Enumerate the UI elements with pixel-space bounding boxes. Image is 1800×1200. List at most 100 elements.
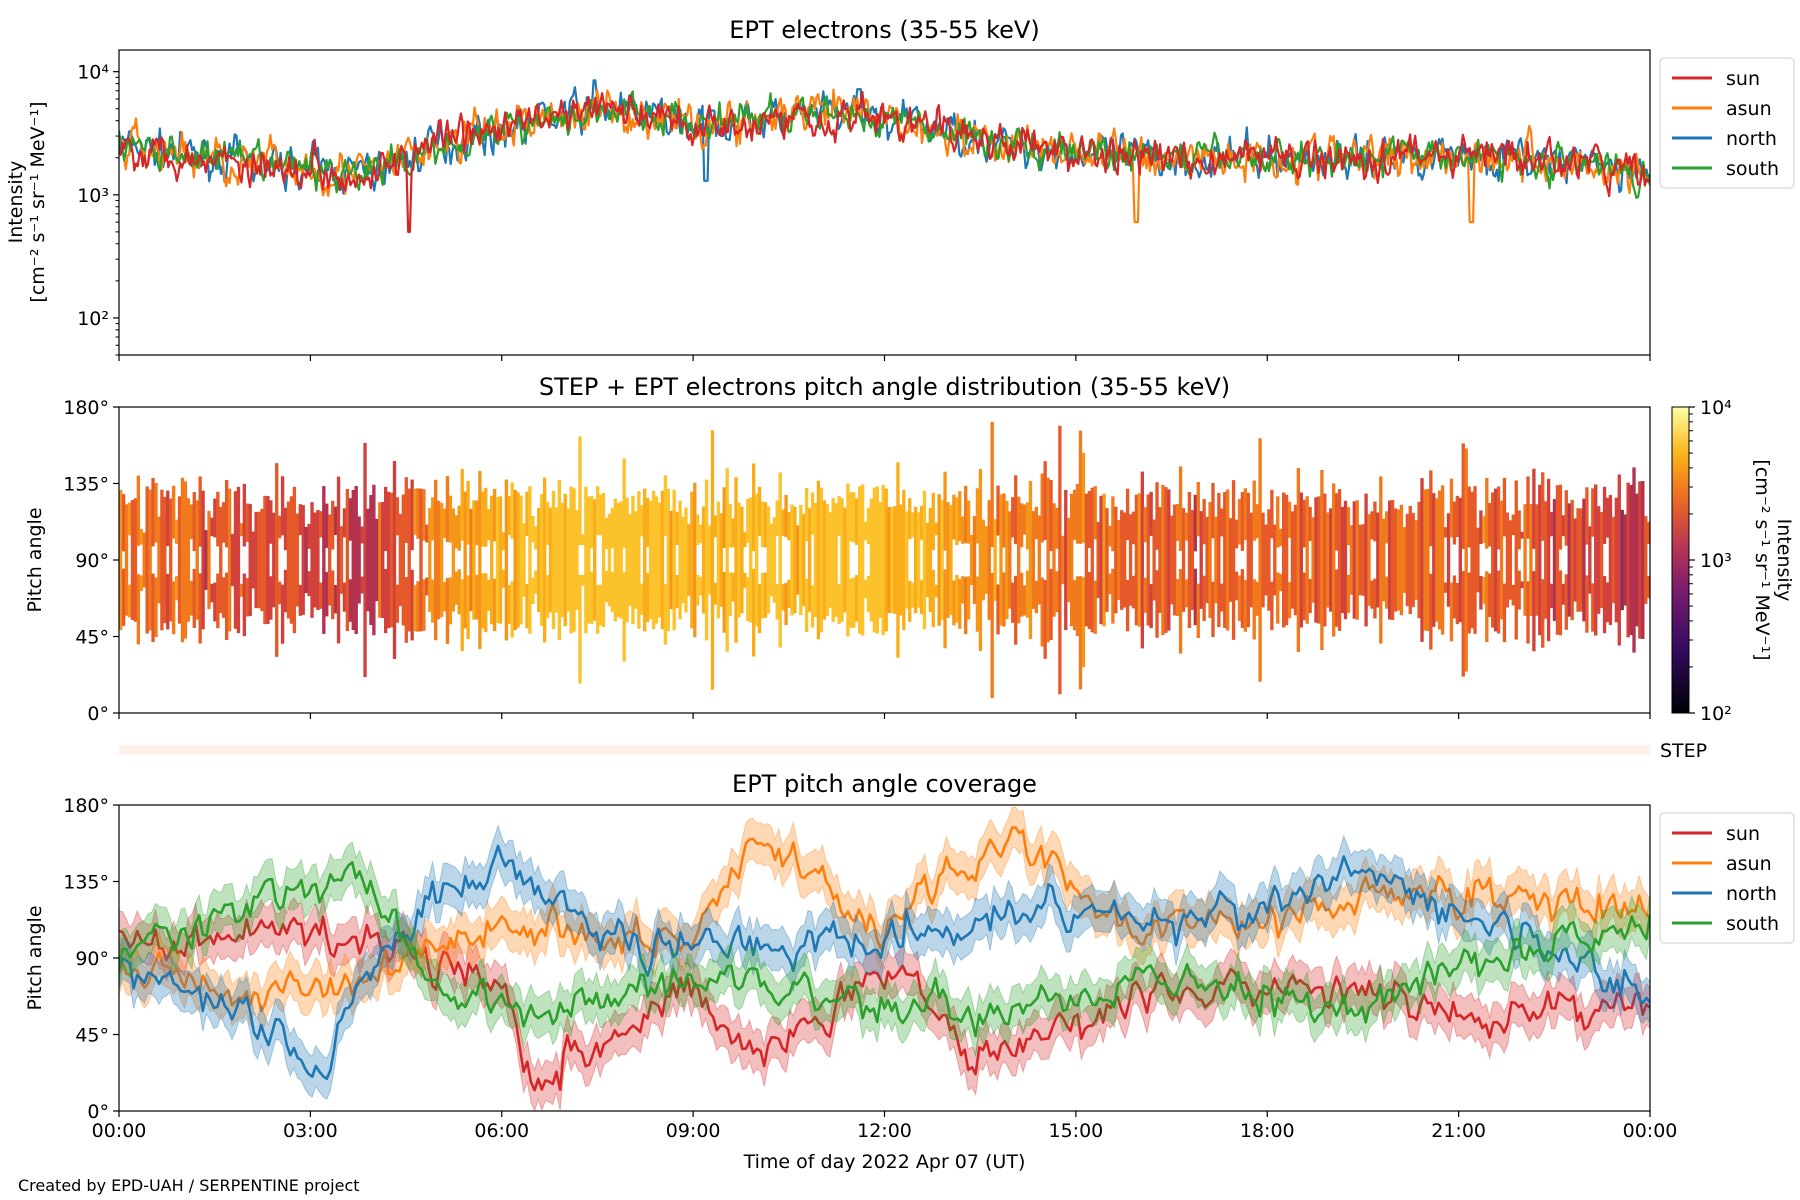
pad-cell: [1482, 577, 1486, 604]
pad-cell: [1052, 503, 1056, 617]
pad-cell: [1011, 497, 1015, 538]
pad-cell: [1234, 519, 1239, 549]
pad-cell: [1143, 507, 1147, 543]
pad-cell: [1393, 508, 1398, 612]
pad-cell: [119, 489, 123, 631]
pad-cell: [963, 576, 968, 635]
pad-cell: [910, 582, 915, 608]
pad-cell: [1043, 461, 1047, 540]
pad-cell: [1237, 575, 1242, 621]
coverage-ytick-label: 45°: [75, 1025, 109, 1047]
pad-cell: [227, 488, 232, 632]
pad-cell: [1290, 511, 1295, 609]
pad-cell: [136, 574, 141, 645]
pad-cell: [1517, 510, 1521, 550]
pad-cell: [834, 503, 838, 617]
pad-cell: [937, 494, 941, 626]
pad-cell: [410, 479, 414, 551]
pad-cell: [1158, 507, 1162, 613]
pad-cell: [843, 507, 847, 613]
pad-cell: [136, 475, 141, 546]
pad-cell: [1449, 582, 1454, 642]
pad-cell: [369, 495, 373, 625]
pad-cell: [610, 507, 615, 549]
pad-cell: [813, 503, 818, 617]
coverage-series-group: [119, 806, 1650, 1111]
pad-cell: [949, 505, 953, 615]
pad-cell: [790, 504, 794, 616]
pad-cell: [1270, 581, 1274, 631]
pad-cell: [1464, 448, 1468, 672]
pad-cell: [442, 508, 447, 539]
pad-cell: [192, 492, 196, 552]
pad-cell: [389, 492, 394, 628]
pad-cell: [557, 480, 562, 640]
pad-cell: [189, 504, 194, 539]
pad-cell: [210, 517, 214, 537]
pad-cell: [613, 498, 617, 622]
legend-label-north: north: [1726, 128, 1777, 150]
pad-cell: [416, 581, 420, 632]
pad-cell: [457, 569, 461, 615]
pad-cell: [484, 487, 488, 547]
legend-label-south: south: [1726, 158, 1779, 180]
pad-cell: [1184, 512, 1189, 541]
coverage-band-sun: [119, 896, 1650, 1111]
pad-cell: [127, 502, 132, 536]
pad-cell: [1199, 511, 1203, 609]
pad-cell: [878, 502, 882, 618]
pad-cell: [245, 503, 249, 542]
pad-cell: [1541, 472, 1545, 541]
pad-cell: [1373, 578, 1377, 619]
pad-cell: [1137, 493, 1142, 627]
pad-cell: [943, 471, 947, 551]
pad-cell: [1014, 475, 1018, 545]
pad-cell: [1467, 486, 1471, 548]
pad-cell: [325, 503, 329, 549]
pad-cell: [1087, 571, 1091, 630]
pad-cell: [1049, 568, 1053, 640]
pad-cell: [230, 533, 235, 587]
pad-cell: [198, 573, 202, 644]
pad-cell: [263, 495, 267, 625]
pad-cell: [560, 502, 564, 618]
pad-cell: [1485, 571, 1489, 643]
pad-cell: [648, 501, 653, 619]
pad-cell: [775, 583, 779, 620]
pad-cell: [684, 507, 688, 613]
pad-cell: [1385, 511, 1389, 544]
pad-cell: [1308, 506, 1312, 542]
pad-cell: [139, 575, 143, 592]
pad-cell: [1102, 493, 1106, 627]
pad-cell: [1220, 583, 1224, 612]
pad-cell: [1279, 573, 1283, 592]
pad-cell: [1626, 482, 1630, 638]
pad-cell: [1069, 493, 1074, 627]
pad-cell: [269, 576, 273, 620]
pad-x-ticks: [118, 713, 1651, 719]
pad-ytick-label: 0°: [87, 703, 109, 725]
pad-cell: [601, 492, 606, 628]
pad-cell: [466, 575, 470, 640]
pad-cell: [1084, 493, 1089, 627]
pad-cell: [1496, 570, 1501, 634]
pad-cell: [1455, 495, 1460, 537]
pad-cell: [1273, 524, 1277, 596]
x-tick-label: 03:00: [283, 1120, 338, 1142]
coverage-x-ticks: 00:00 03:00 06:00 09:00 12:00 15:00 18:00 21:00…: [92, 1111, 1677, 1142]
pad-cell: [604, 517, 609, 550]
pad-cell: [357, 516, 361, 604]
pad-cell: [1482, 516, 1486, 543]
coverage-ytick-label: 0°: [87, 1101, 109, 1123]
pad-cell: [978, 469, 983, 651]
pad-cell: [1446, 513, 1451, 607]
pad-cell: [174, 576, 179, 601]
pad-cell: [1093, 486, 1097, 540]
pad-cell: [210, 583, 214, 603]
pad-cell: [825, 503, 829, 617]
pad-cell: [1217, 492, 1221, 628]
legend-label-south: south: [1726, 913, 1779, 935]
pad-cell: [233, 491, 238, 629]
pad-cell: [1452, 501, 1457, 545]
